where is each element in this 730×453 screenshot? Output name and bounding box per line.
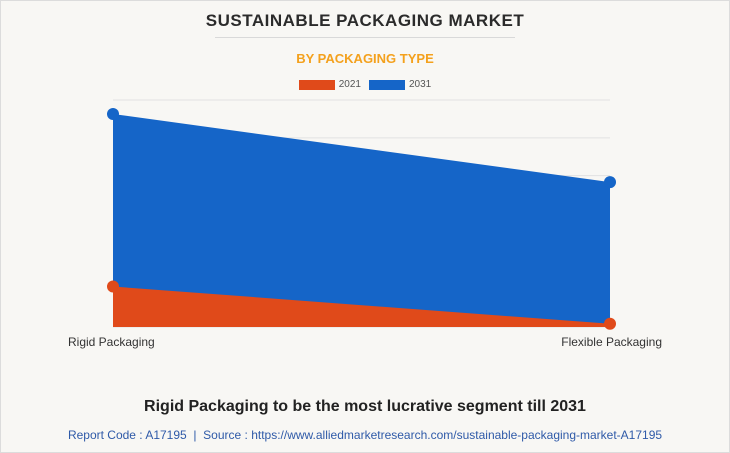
point-2031-rigid-packaging bbox=[107, 108, 119, 120]
headline: Rigid Packaging to be the most lucrative… bbox=[144, 398, 586, 415]
legend-label-2021: 2021 bbox=[338, 79, 361, 90]
chart-title: SUSTAINABLE PACKAGING MARKET bbox=[205, 11, 525, 30]
source-link[interactable]: Source : https://www.alliedmarketresearc… bbox=[203, 428, 663, 442]
point-2021-flexible-packaging bbox=[604, 317, 616, 330]
area-series-2021 bbox=[113, 286, 610, 327]
legend-item-2031[interactable]: 2031 bbox=[369, 79, 431, 90]
title-divider bbox=[215, 37, 515, 38]
legend-swatch-2031 bbox=[369, 79, 405, 90]
legend: 2021 2031 bbox=[0, 79, 730, 90]
legend-item-2021[interactable]: 2021 bbox=[298, 79, 361, 90]
footer-source: Report Code : A17195 | Source : https://… bbox=[0, 428, 730, 442]
point-2021-rigid-packaging bbox=[107, 280, 119, 293]
x-tick-label: Flexible Packaging bbox=[561, 335, 662, 349]
series-areas bbox=[113, 114, 610, 327]
x-tick-label: Rigid Packaging bbox=[68, 335, 155, 349]
legend-swatch-2021 bbox=[298, 79, 335, 90]
point-2031-flexible-packaging bbox=[604, 176, 616, 189]
x-axis-labels: Rigid Packaging Flexible Packaging bbox=[68, 335, 662, 349]
legend-label-2031: 2031 bbox=[409, 79, 432, 90]
chart-subtitle: BY PACKAGING TYPE bbox=[296, 51, 434, 66]
area-series-2031 bbox=[113, 114, 610, 327]
series-points bbox=[107, 108, 616, 330]
report-code: Report Code : A17195 bbox=[67, 428, 187, 442]
footer-separator: | bbox=[193, 428, 197, 442]
